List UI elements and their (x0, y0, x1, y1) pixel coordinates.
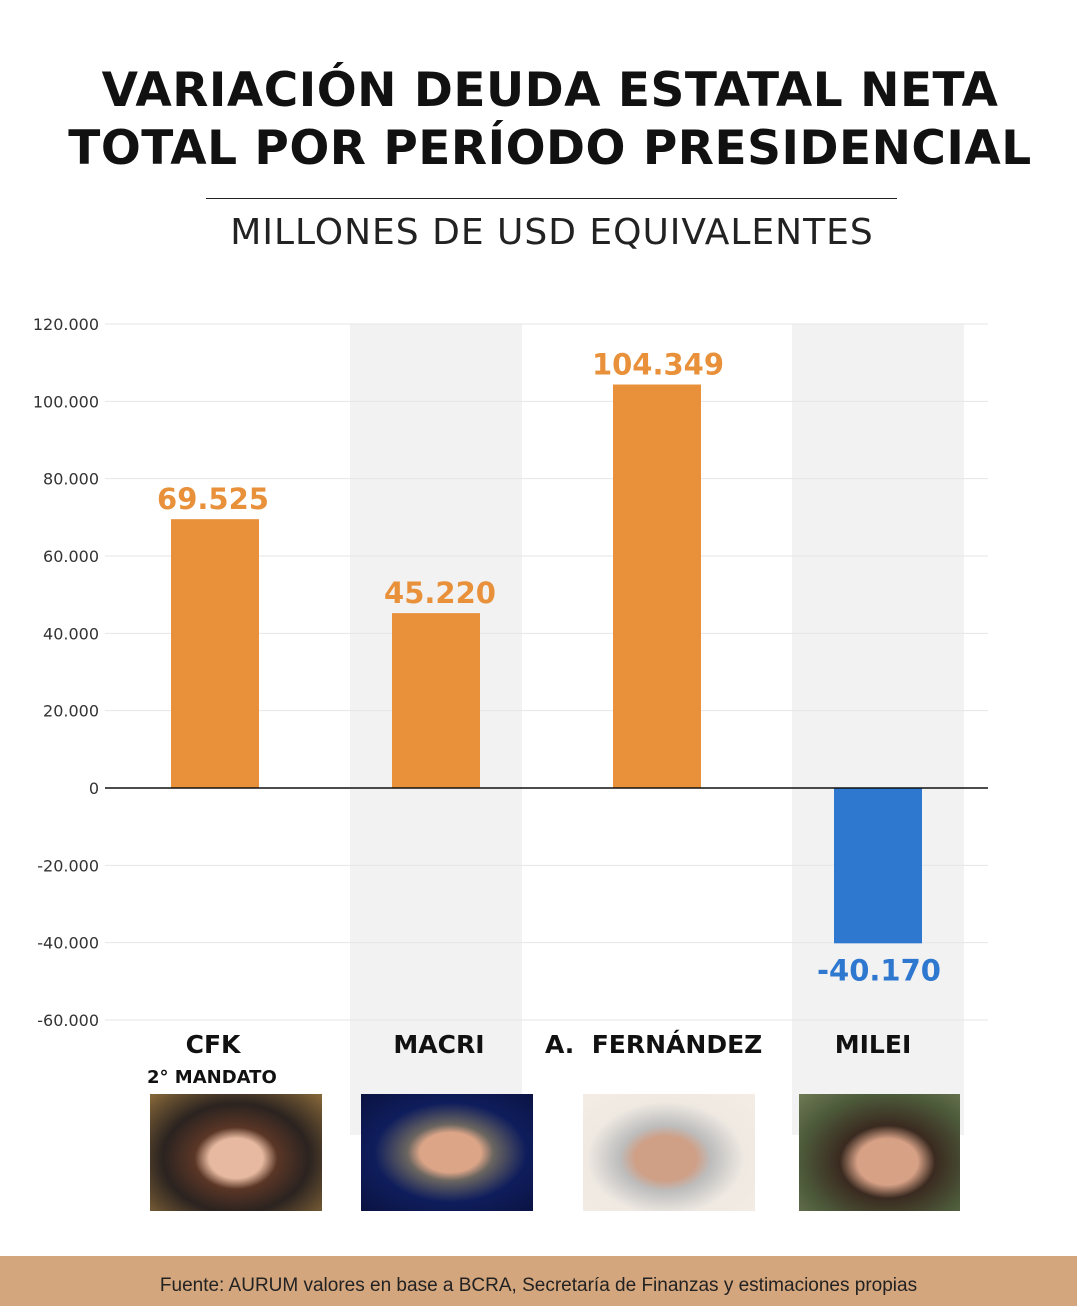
background-band (792, 324, 964, 1135)
source-footer: Fuente: AURUM valores en base a BCRA, Se… (0, 1256, 1077, 1306)
title-divider (206, 198, 897, 199)
photo-cfk (150, 1094, 322, 1211)
bar-chart: 120.000 100.000 80.000 60.000 40.000 20.000 0 -… (33, 315, 988, 1135)
photo-fernandez (583, 1094, 755, 1211)
chart-subtitle: MILLONES DE USD EQUIVALENTES (230, 212, 874, 253)
bar (613, 384, 701, 788)
category-label-milei: MILEI (834, 1030, 912, 1059)
data-label: 104.349 (592, 348, 724, 382)
title-line-1: VARIACIÓN DEUDA ESTATAL NETA (101, 63, 999, 118)
y-tick-label: 20.000 (43, 702, 99, 721)
y-tick-label: -60.000 (37, 1011, 99, 1030)
data-label: -40.170 (817, 953, 941, 987)
category-label-cfk: CFK (185, 1030, 241, 1059)
bar (834, 788, 922, 944)
photo-macri (361, 1094, 533, 1211)
y-tick-label: -20.000 (37, 856, 99, 875)
data-label: 69.525 (157, 482, 269, 516)
bar (171, 519, 259, 788)
y-tick-label: 100.000 (33, 392, 99, 411)
category-label-fernandez: A. FERNÁNDEZ (545, 1030, 763, 1059)
title-line-2: TOTAL POR PERÍODO PRESIDENCIAL (68, 121, 1032, 176)
y-tick-label: -40.000 (37, 934, 99, 953)
photo-milei (799, 1094, 960, 1211)
data-label: 45.220 (384, 576, 496, 610)
y-tick-label: 40.000 (43, 624, 99, 643)
category-label-macri: MACRI (393, 1030, 485, 1059)
y-tick-label: 120.000 (33, 315, 99, 334)
chart-title: VARIACIÓN DEUDA ESTATAL NETA TOTAL POR P… (0, 62, 1077, 178)
y-tick-label: 80.000 (43, 470, 99, 489)
category-sublabel-cfk: 2° MANDATO (147, 1067, 277, 1088)
bar (392, 613, 480, 788)
y-tick-label: 0 (89, 779, 99, 798)
y-tick-label: 60.000 (43, 547, 99, 566)
